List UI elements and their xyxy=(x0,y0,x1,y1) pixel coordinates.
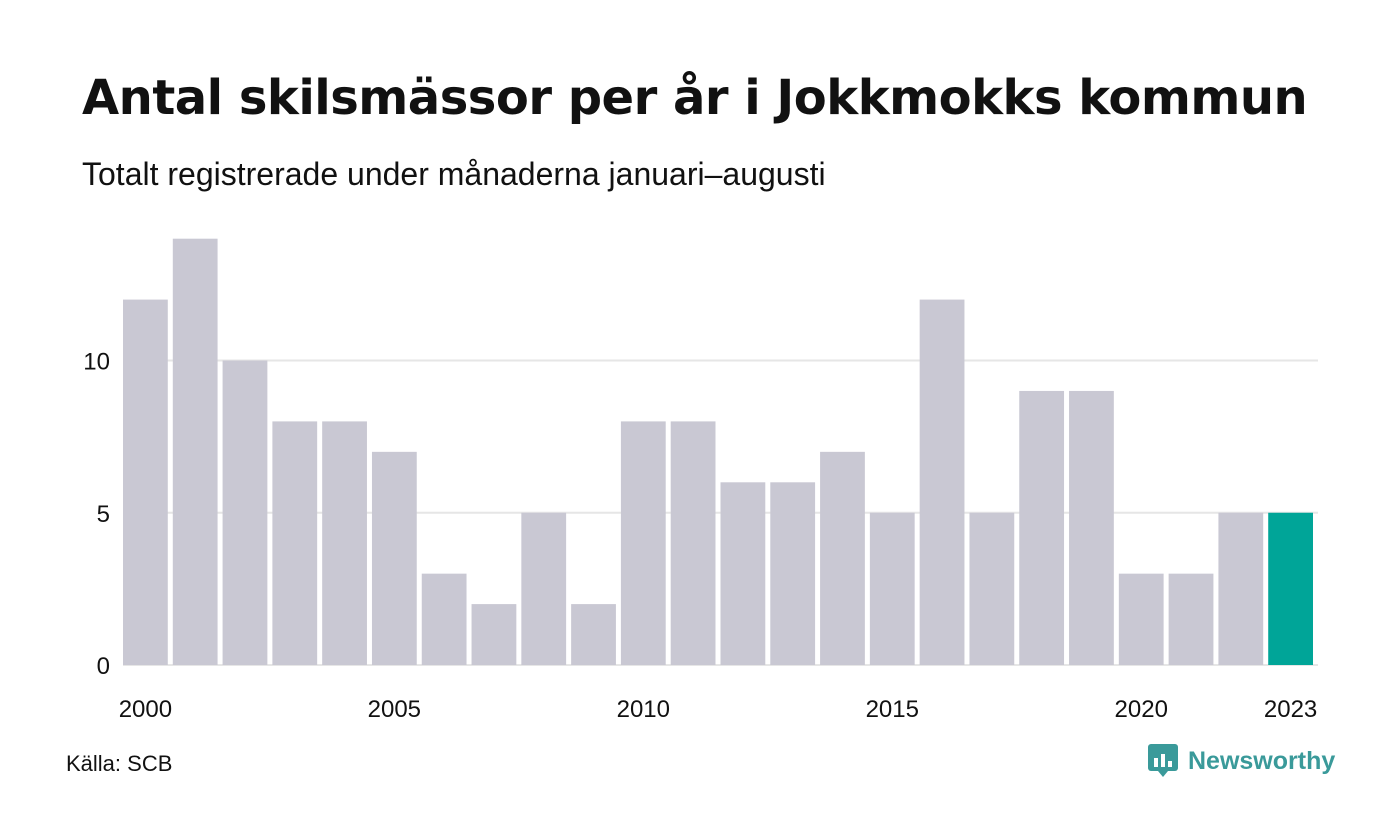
x-tick-label: 2020 xyxy=(1115,696,1168,723)
bar-2018 xyxy=(1019,390,1065,665)
bar-2003 xyxy=(272,421,318,665)
bar-2023 xyxy=(1268,512,1313,665)
y-tick-label: 0 xyxy=(97,653,110,680)
brand-name: Newsworthy xyxy=(1188,746,1336,775)
bar-2002 xyxy=(222,360,268,665)
x-tick-label: 2015 xyxy=(866,696,919,723)
bar-2000 xyxy=(123,299,168,665)
bar-2009 xyxy=(571,604,616,665)
x-tick-label: 2005 xyxy=(368,696,421,723)
chart-title: Antal skilsmässor per år i Jokkmokks kom… xyxy=(82,70,1308,126)
bar-2016 xyxy=(919,299,965,665)
x-tick-label: 2023 xyxy=(1264,696,1317,723)
bar-2013 xyxy=(770,482,816,665)
bar-2021 xyxy=(1168,573,1214,665)
y-tick-label: 10 xyxy=(83,349,110,376)
bar-2011 xyxy=(670,421,716,665)
bar-2014 xyxy=(820,451,865,665)
bars xyxy=(123,238,1313,665)
x-tick-label: 2000 xyxy=(119,696,172,723)
bar-2008 xyxy=(521,512,567,665)
bar-2019 xyxy=(1069,390,1114,665)
bar-2022 xyxy=(1218,512,1264,665)
y-tick-label: 5 xyxy=(97,501,110,528)
chart-subtitle: Totalt registrerade under månaderna janu… xyxy=(82,156,826,192)
x-tick-label: 2010 xyxy=(617,696,670,723)
bar-2005 xyxy=(371,451,417,665)
bar-2010 xyxy=(620,421,666,665)
bar-2012 xyxy=(720,482,766,665)
bar-2007 xyxy=(471,604,517,665)
bar-2006 xyxy=(421,573,467,665)
newsworthy-logo-icon xyxy=(1148,744,1178,777)
bar-2004 xyxy=(322,421,367,665)
bar-2015 xyxy=(869,512,915,665)
y-axis-ticks: 0 5 10 xyxy=(83,349,110,681)
bar-2001 xyxy=(172,238,218,665)
x-axis-ticks: 2000 2005 2010 2015 2020 2023 xyxy=(119,696,1318,723)
source-note: Källa: SCB xyxy=(66,751,173,776)
bar-2017 xyxy=(969,512,1015,665)
bar-2020 xyxy=(1118,573,1164,665)
brand-logo[interactable]: Newsworthy xyxy=(1148,744,1335,778)
